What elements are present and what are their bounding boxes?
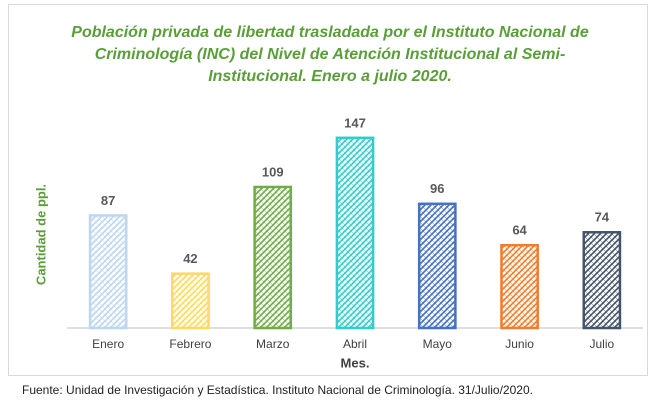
- x-axis-label: Mes.: [341, 355, 370, 370]
- x-tick-label: Mayo: [423, 337, 453, 351]
- bar: [335, 136, 375, 330]
- x-tick-label: Abril: [343, 337, 367, 351]
- bar: [88, 214, 128, 330]
- data-label: 147: [344, 115, 366, 130]
- x-tick-label: Febrero: [169, 337, 211, 351]
- data-label: 42: [183, 251, 197, 266]
- data-label: 87: [101, 193, 115, 208]
- data-label: 64: [512, 223, 527, 238]
- bar: [171, 272, 210, 330]
- chart-frame: [8, 4, 648, 376]
- x-tick-label: Julio: [590, 337, 615, 351]
- data-label: 109: [262, 164, 284, 179]
- chart-title: Población privada de libertad trasladada…: [71, 24, 589, 85]
- data-label: 74: [595, 210, 610, 225]
- bar: [500, 243, 539, 330]
- x-tick-label: Junio: [505, 337, 534, 351]
- y-axis-label: Cantidad de ppl.: [33, 184, 48, 285]
- x-tick-label: Enero: [92, 337, 124, 351]
- bar: [253, 185, 293, 330]
- data-label: 96: [430, 181, 444, 196]
- source-note: Fuente: Unidad de Investigación y Estadí…: [22, 383, 533, 397]
- bar: [417, 202, 457, 330]
- x-tick-label: Marzo: [256, 337, 290, 351]
- bar: [582, 231, 622, 330]
